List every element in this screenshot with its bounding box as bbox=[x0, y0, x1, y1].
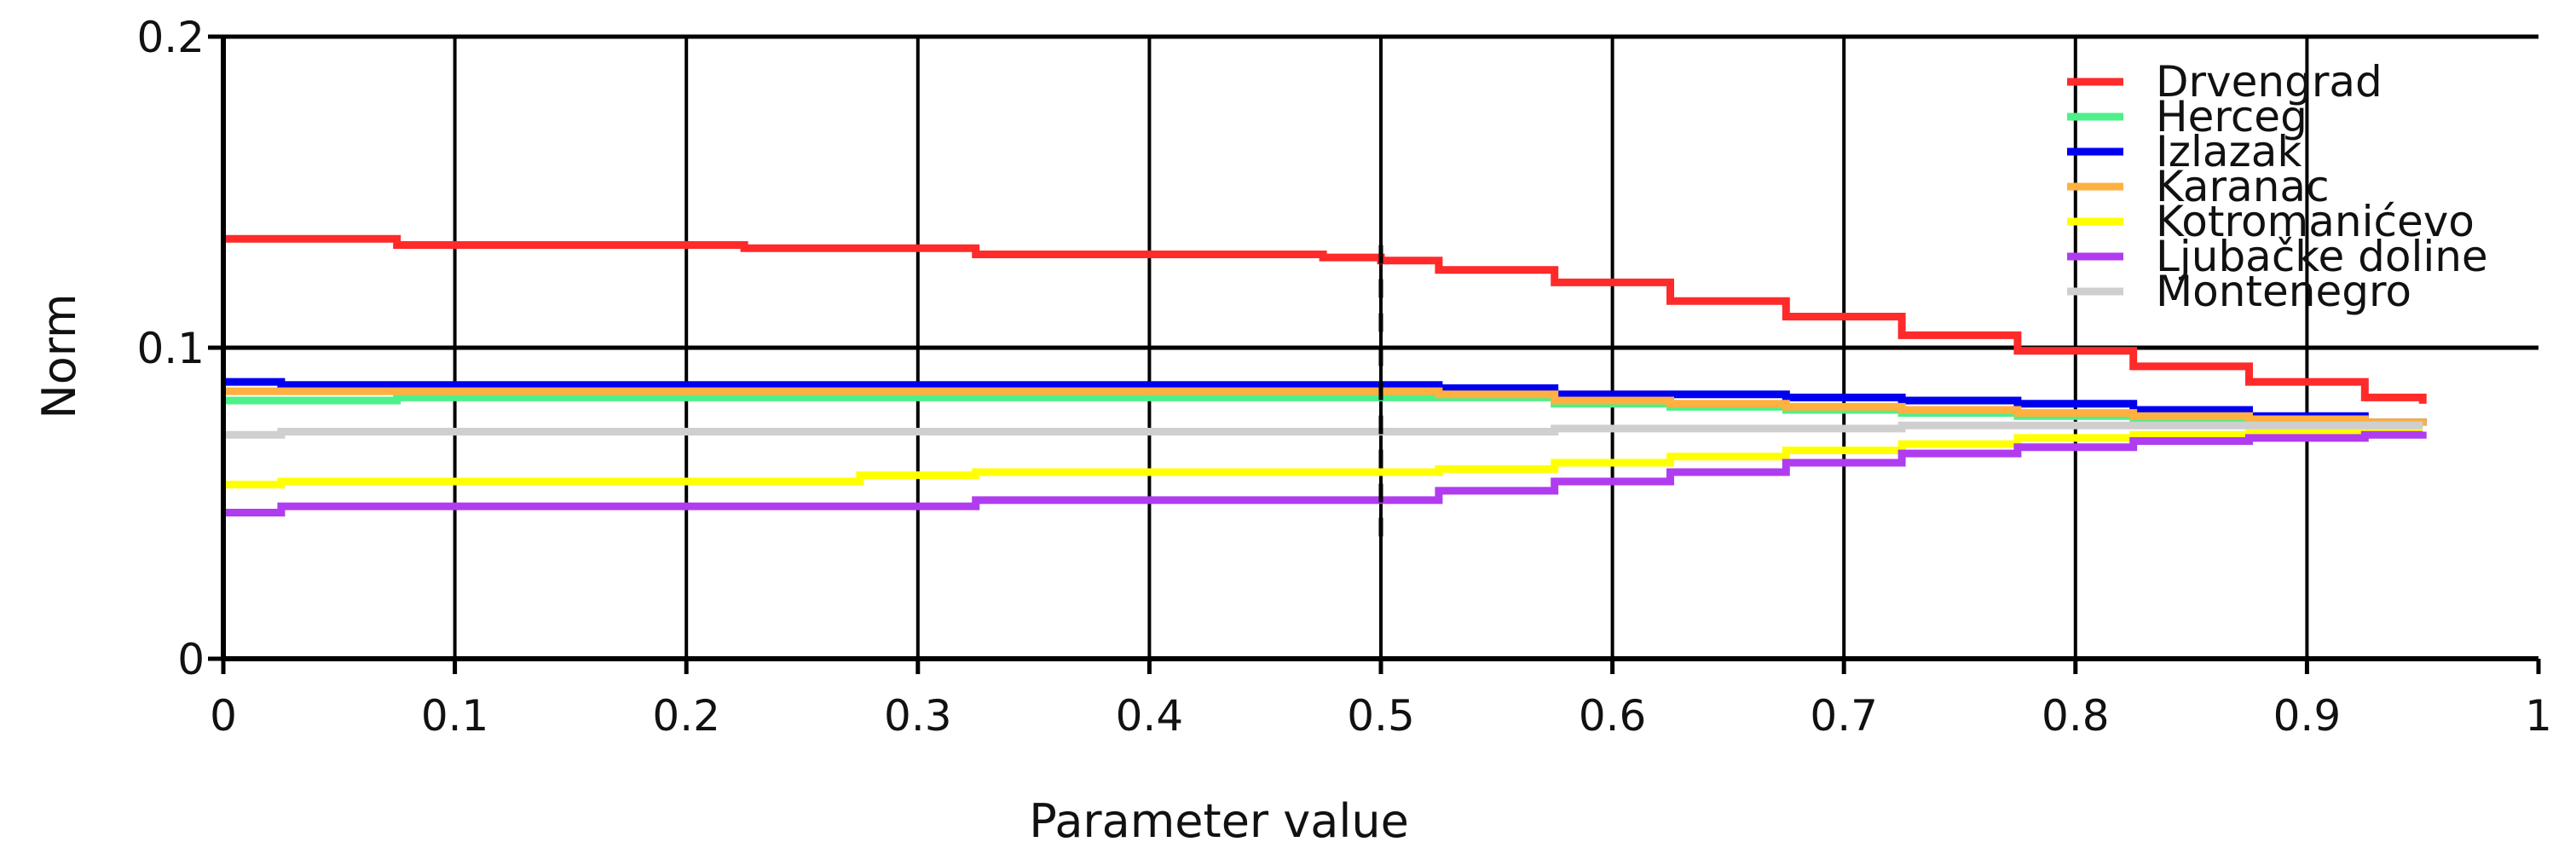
x-tick-label: 0.4 bbox=[1116, 691, 1184, 741]
x-tick-label: 0.1 bbox=[421, 691, 489, 741]
series-line-7 bbox=[223, 421, 2423, 439]
series-line-4 bbox=[223, 387, 2427, 427]
y-tick-label: 0.1 bbox=[136, 324, 205, 373]
y-tick-label: 0.2 bbox=[136, 13, 205, 62]
legend-label: Izlazak bbox=[2156, 127, 2302, 176]
x-tick-label: 0.6 bbox=[1579, 691, 1647, 741]
legend-label: Herceg bbox=[2156, 92, 2307, 141]
x-tick-label: 0.3 bbox=[884, 691, 952, 741]
x-axis-label: Parameter value bbox=[1029, 794, 1409, 848]
y-tick-labels: 0 0.1 0.2 bbox=[136, 13, 205, 684]
series-line-5 bbox=[223, 424, 2423, 489]
series-line-1 bbox=[223, 234, 2427, 404]
legend-label: Ljubačke doline bbox=[2156, 232, 2488, 281]
legend-label: Karanac bbox=[2156, 162, 2330, 211]
y-tick-label: 0 bbox=[177, 635, 205, 684]
x-tick-label: 0 bbox=[210, 691, 237, 741]
x-tick-label: 0.5 bbox=[1347, 691, 1415, 741]
x-tick-labels: 0 0.1 0.2 0.3 0.4 0.5 0.6 0.7 0.8 0.9 1 bbox=[210, 691, 2552, 741]
x-tick-label: 0.7 bbox=[1810, 691, 1878, 741]
x-tick-label: 0.9 bbox=[2273, 691, 2342, 741]
series-line-6 bbox=[223, 430, 2427, 516]
legend-label: Kotromanićevo bbox=[2156, 197, 2475, 246]
axes bbox=[208, 34, 2541, 674]
x-tick-label: 1 bbox=[2525, 691, 2552, 741]
y-axis-label: Norm bbox=[32, 293, 86, 418]
series-lines bbox=[223, 234, 2427, 516]
legend: DrvengradHercegIzlazakKaranacKotromaniće… bbox=[2067, 57, 2488, 316]
legend-label: Montenegro bbox=[2156, 267, 2411, 316]
x-tick-label: 0.2 bbox=[652, 691, 720, 741]
x-tick-label: 0.8 bbox=[2042, 691, 2110, 741]
legend-label: Drvengrad bbox=[2156, 57, 2383, 107]
